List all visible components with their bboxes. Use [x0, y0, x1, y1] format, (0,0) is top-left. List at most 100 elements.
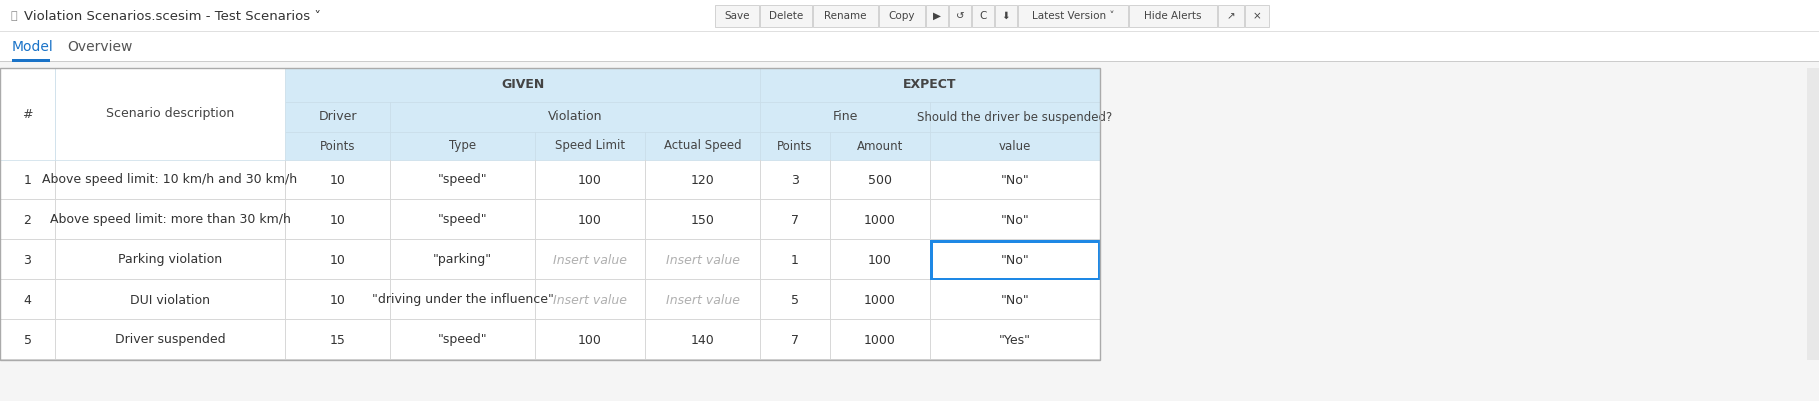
- Text: value: value: [999, 140, 1031, 152]
- Bar: [646, 132, 760, 160]
- Text: Hide Alerts: Hide Alerts: [1144, 11, 1202, 21]
- Bar: [760, 102, 930, 132]
- Bar: [286, 102, 389, 132]
- Text: "speed": "speed": [438, 174, 487, 186]
- Text: Delete: Delete: [769, 11, 804, 21]
- Text: GIVEN: GIVEN: [500, 79, 544, 91]
- Text: Parking violation: Parking violation: [118, 253, 222, 267]
- Bar: [0, 68, 286, 160]
- Bar: [760, 132, 829, 160]
- Bar: [55, 68, 286, 160]
- Text: 7: 7: [791, 213, 799, 227]
- Bar: [1100, 68, 1819, 360]
- Bar: [1219, 5, 1244, 27]
- Text: 3: 3: [791, 174, 799, 186]
- Bar: [930, 102, 1100, 132]
- Text: Latest Version ˅: Latest Version ˅: [1031, 11, 1115, 21]
- Text: Points: Points: [777, 140, 813, 152]
- Text: "parking": "parking": [433, 253, 493, 267]
- Bar: [1097, 240, 1100, 280]
- Text: Rename: Rename: [824, 11, 866, 21]
- Bar: [0, 280, 1100, 320]
- Bar: [0, 0, 1819, 32]
- Text: Driver suspended: Driver suspended: [115, 334, 226, 346]
- Bar: [930, 240, 1100, 243]
- Text: 1000: 1000: [864, 213, 897, 227]
- Text: 100: 100: [578, 334, 602, 346]
- Text: 1: 1: [24, 174, 31, 186]
- Bar: [0, 240, 1100, 280]
- Text: ×: ×: [1253, 11, 1261, 21]
- Text: #: #: [22, 107, 33, 120]
- Text: 120: 120: [691, 174, 715, 186]
- Bar: [389, 102, 760, 132]
- Text: Amount: Amount: [857, 140, 904, 152]
- Bar: [0, 68, 55, 160]
- Text: 2: 2: [24, 213, 31, 227]
- Text: 10: 10: [329, 174, 346, 186]
- Text: 15: 15: [329, 334, 346, 346]
- Text: 10: 10: [329, 294, 346, 306]
- Text: Violation Scenarios.scesim - Test Scenarios ˅: Violation Scenarios.scesim - Test Scenar…: [24, 10, 320, 22]
- Text: Driver: Driver: [318, 111, 357, 124]
- Bar: [286, 68, 760, 102]
- Text: C: C: [979, 11, 986, 21]
- Bar: [0, 32, 1819, 62]
- Text: 5: 5: [24, 334, 31, 346]
- Text: 140: 140: [691, 334, 715, 346]
- Text: 5: 5: [791, 294, 799, 306]
- Bar: [829, 132, 930, 160]
- Text: Type: Type: [449, 140, 477, 152]
- Text: "No": "No": [1000, 294, 1030, 306]
- Text: Should the driver be suspended?: Should the driver be suspended?: [917, 111, 1113, 124]
- Text: Overview: Overview: [67, 40, 133, 54]
- Bar: [950, 5, 971, 27]
- Text: 10: 10: [329, 213, 346, 227]
- Bar: [0, 279, 1100, 280]
- Text: Insert value: Insert value: [666, 294, 740, 306]
- Bar: [995, 5, 1017, 27]
- Bar: [0, 199, 1100, 200]
- Text: Model: Model: [13, 40, 55, 54]
- Bar: [930, 240, 933, 280]
- Bar: [0, 61, 1819, 62]
- Text: Copy: Copy: [889, 11, 915, 21]
- Bar: [535, 132, 646, 160]
- Bar: [1019, 5, 1128, 27]
- Text: "speed": "speed": [438, 213, 487, 227]
- Text: "driving under the influence": "driving under the influence": [371, 294, 553, 306]
- Bar: [286, 132, 389, 160]
- Text: 1: 1: [791, 253, 799, 267]
- Text: Scenario description: Scenario description: [106, 107, 235, 120]
- Bar: [930, 277, 1100, 280]
- Text: 🔒: 🔒: [9, 11, 16, 21]
- Bar: [0, 200, 1100, 240]
- Text: Violation: Violation: [548, 111, 602, 124]
- Text: Insert value: Insert value: [553, 253, 628, 267]
- Text: Insert value: Insert value: [553, 294, 628, 306]
- Bar: [0, 239, 1100, 240]
- Text: 10: 10: [329, 253, 346, 267]
- Text: "No": "No": [1000, 174, 1030, 186]
- Bar: [1130, 5, 1217, 27]
- Text: EXPECT: EXPECT: [904, 79, 957, 91]
- Bar: [879, 5, 926, 27]
- Bar: [926, 5, 948, 27]
- Text: Above speed limit: more than 30 km/h: Above speed limit: more than 30 km/h: [49, 213, 291, 227]
- Bar: [930, 132, 1100, 160]
- Bar: [0, 68, 1100, 360]
- Text: Speed Limit: Speed Limit: [555, 140, 626, 152]
- Text: DUI violation: DUI violation: [129, 294, 209, 306]
- Bar: [389, 132, 535, 160]
- Text: ⬇: ⬇: [1002, 11, 1010, 21]
- Text: Above speed limit: 10 km/h and 30 km/h: Above speed limit: 10 km/h and 30 km/h: [42, 174, 298, 186]
- Bar: [1806, 68, 1819, 360]
- Bar: [1244, 5, 1270, 27]
- Bar: [0, 319, 1100, 320]
- Bar: [0, 320, 1100, 360]
- Bar: [0, 31, 1819, 32]
- Text: 100: 100: [868, 253, 891, 267]
- Bar: [971, 5, 993, 27]
- Text: "No": "No": [1000, 213, 1030, 227]
- Text: 500: 500: [868, 174, 891, 186]
